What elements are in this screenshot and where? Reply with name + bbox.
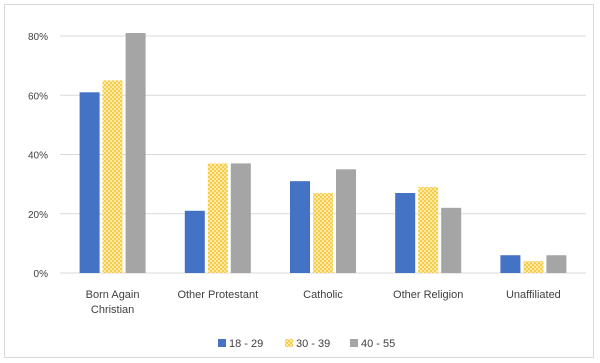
x-axis-labels: Born Again Christian Other Protestant Catho… bbox=[86, 289, 561, 316]
bar-1-5 bbox=[500, 255, 521, 273]
x-category-label-line: Catholic bbox=[303, 289, 343, 301]
bar-2-4 bbox=[418, 187, 439, 273]
bar-1-2 bbox=[184, 210, 205, 273]
bar-2-3 bbox=[313, 193, 333, 273]
x-category-label: Other Religion bbox=[393, 289, 463, 301]
y-tick-label: 40% bbox=[28, 151, 48, 162]
x-category-label: Catholic bbox=[303, 289, 343, 301]
bar-3-3 bbox=[336, 169, 356, 273]
legend-swatch bbox=[285, 339, 293, 347]
bar-2-5 bbox=[523, 261, 544, 273]
y-axis-ticks: 0% 20% 40% 60% 80% bbox=[28, 32, 48, 280]
x-category-label-line: Other Religion bbox=[393, 289, 463, 301]
bar-2-1 bbox=[102, 80, 123, 273]
bar-3-2 bbox=[230, 163, 251, 273]
legend-swatch bbox=[218, 339, 226, 347]
y-tick-label: 20% bbox=[28, 210, 48, 221]
x-category-label: Unaffiliated bbox=[506, 289, 561, 301]
y-tick-label: 0% bbox=[34, 269, 49, 280]
legend-label: 30 - 39 bbox=[296, 338, 330, 350]
x-category-label: Other Protestant bbox=[177, 289, 258, 301]
legend: 18 - 29 30 - 39 40 - 55 bbox=[218, 338, 395, 350]
bar-3-1 bbox=[125, 33, 146, 273]
chart-frame bbox=[4, 4, 594, 358]
x-category-label: Born Again Christian bbox=[86, 289, 140, 316]
bar-1-4 bbox=[395, 193, 416, 273]
x-category-label-line: Christian bbox=[91, 304, 134, 316]
legend-label: 18 - 29 bbox=[229, 338, 263, 350]
bar-3-4 bbox=[441, 207, 462, 273]
y-tick-label: 60% bbox=[28, 91, 48, 102]
x-category-label-line: Other Protestant bbox=[177, 289, 258, 301]
bar-1-1 bbox=[79, 92, 100, 273]
bars bbox=[79, 33, 567, 273]
bar-1-3 bbox=[290, 181, 310, 273]
x-category-label-line: Unaffiliated bbox=[506, 289, 561, 301]
bar-3-5 bbox=[546, 255, 567, 273]
x-category-label-line: Born Again bbox=[86, 289, 140, 301]
legend-label: 40 - 55 bbox=[361, 338, 395, 350]
y-tick-label: 80% bbox=[28, 32, 48, 43]
legend-swatch bbox=[350, 339, 358, 347]
bar-2-2 bbox=[207, 163, 228, 273]
